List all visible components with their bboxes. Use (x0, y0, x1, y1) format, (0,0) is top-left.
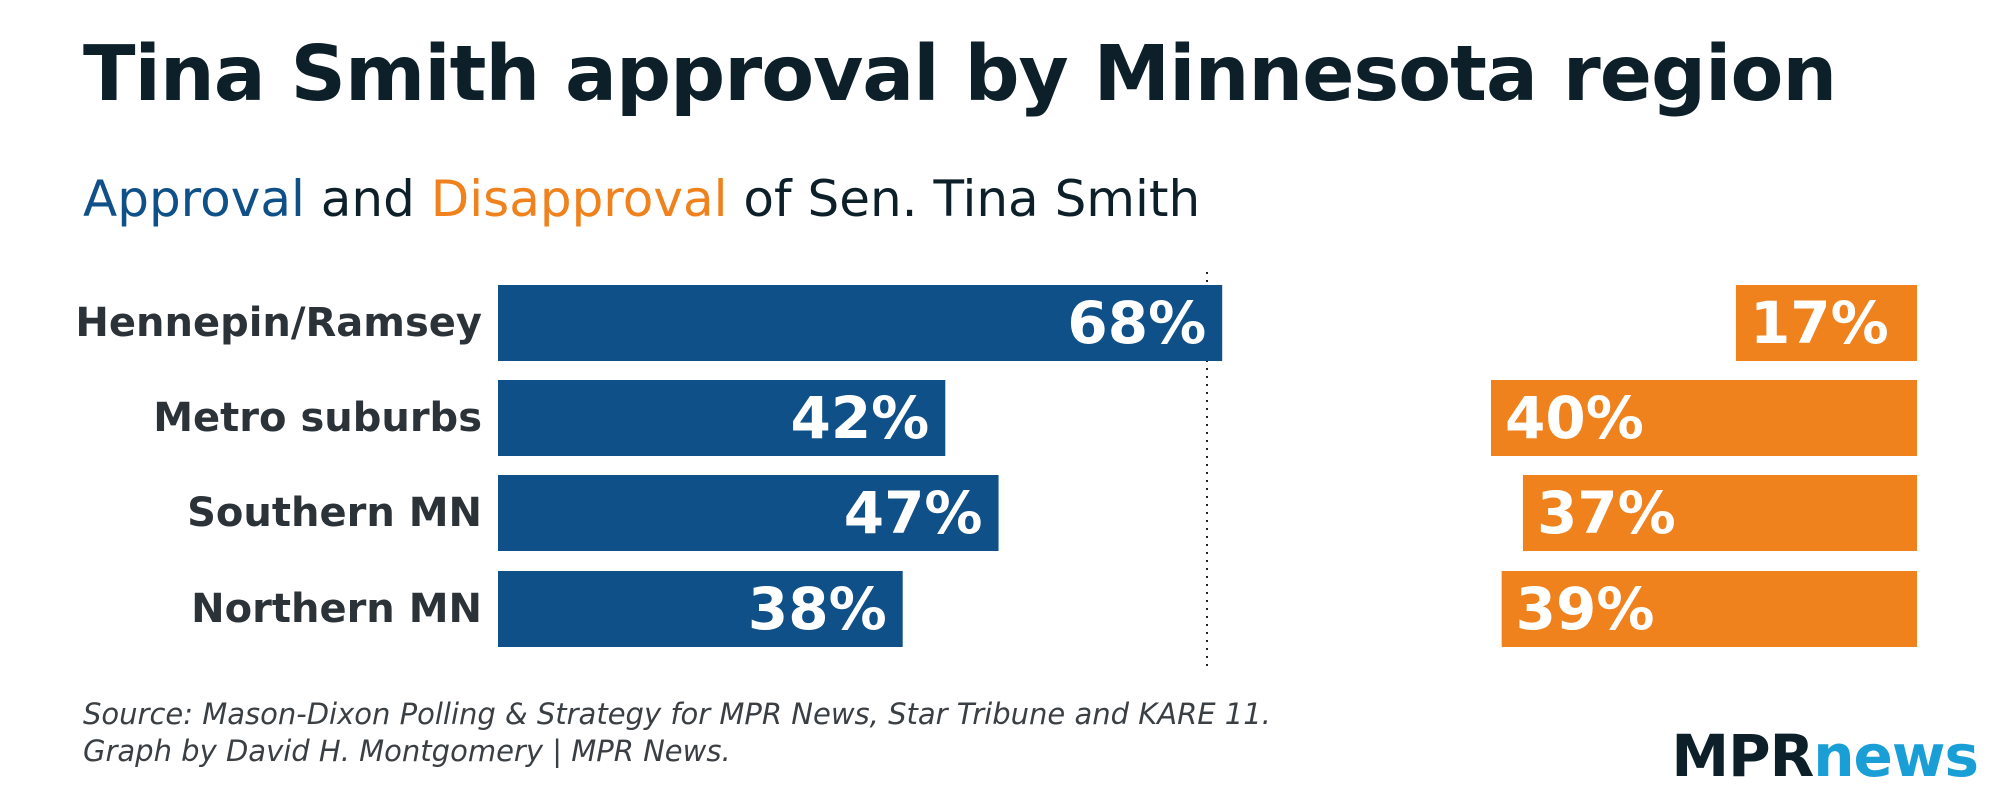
chart-title: Tina Smith approval by Minnesota region (83, 30, 1837, 119)
disapproval-data-label: 37% (1537, 479, 1676, 547)
approval-data-label: 68% (1067, 289, 1206, 357)
disapproval-bar (1491, 380, 1917, 456)
category-label: Northern MN (191, 586, 482, 632)
disapproval-bar (1501, 571, 1917, 647)
credit-line: Graph by David H. Montgomery | MPR News. (83, 734, 731, 768)
source-note: Source: Mason-Dixon Polling & Strategy f… (83, 696, 1271, 770)
disapproval-bar (1735, 285, 1917, 361)
subtitle-rest: of Sen. Tina Smith (743, 170, 1201, 228)
approval-bar (498, 285, 1223, 361)
logo-mpr: MPR (1671, 722, 1814, 790)
category-label: Metro suburbs (153, 395, 482, 441)
mpr-news-logo: MPRnews (1671, 722, 1979, 790)
approval-data-label: 47% (844, 479, 983, 547)
subtitle-approval: Approval (83, 170, 305, 228)
disapproval-data-label: 39% (1516, 575, 1655, 643)
subtitle-disapproval: Disapproval (430, 170, 728, 228)
approval-bar (498, 571, 903, 647)
disapproval-data-label: 17% (1750, 289, 1889, 357)
logo-news: news (1813, 722, 1979, 790)
approval-bar (498, 475, 999, 551)
approval-bar (498, 380, 946, 456)
subtitle-and: and (320, 170, 415, 228)
source-line: Source: Mason-Dixon Polling & Strategy f… (83, 697, 1271, 731)
approval-data-label: 38% (748, 575, 887, 643)
disapproval-bar (1522, 475, 1917, 551)
disapproval-data-label: 40% (1505, 384, 1644, 452)
category-label: Hennepin/Ramsey (75, 300, 482, 346)
chart-subtitle: Approval and Disapproval of Sen. Tina Sm… (83, 170, 1200, 228)
category-label: Southern MN (187, 490, 482, 536)
approval-data-label: 42% (790, 384, 929, 452)
